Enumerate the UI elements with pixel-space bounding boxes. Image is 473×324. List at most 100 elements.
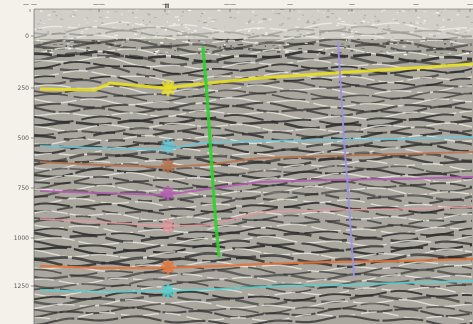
noise-speck	[206, 49, 209, 50]
noise-speck	[236, 39, 240, 41]
reflector	[33, 293, 473, 307]
horizon-picks	[39, 62, 473, 293]
reflector	[33, 162, 473, 176]
horizon-marker	[160, 218, 176, 234]
reflector	[33, 109, 473, 120]
noise-speck	[291, 38, 294, 40]
noise-speck	[200, 41, 205, 43]
reflector	[33, 226, 473, 239]
noise-speck	[468, 44, 471, 47]
noise-speck	[255, 43, 259, 45]
noise-speck	[356, 38, 361, 40]
horizon-line	[39, 176, 473, 196]
noise-speck	[74, 42, 78, 44]
noise-speck	[157, 49, 160, 52]
noise-speck	[149, 41, 151, 42]
noise-speck	[119, 44, 123, 47]
reflector	[33, 248, 473, 260]
noise-speck	[68, 48, 72, 50]
noise-speck	[92, 41, 96, 44]
section-marker-label: II	[165, 3, 169, 10]
noise-speck	[124, 41, 127, 43]
horizon-marker	[159, 79, 177, 97]
noise-speck	[385, 43, 390, 45]
noise-speck	[278, 44, 282, 47]
noise-speck	[97, 40, 101, 42]
noise-speck	[365, 53, 368, 55]
noise-speck	[356, 50, 358, 53]
noise-speck	[322, 48, 325, 50]
noise-speck	[110, 45, 113, 46]
noise-speck	[239, 43, 244, 46]
noise-speck	[282, 46, 285, 48]
horizon-line	[39, 280, 473, 293]
horizon-markers	[159, 79, 177, 299]
noise-speck	[160, 42, 164, 44]
noise-speck	[91, 40, 96, 42]
noise-speck	[198, 48, 202, 50]
top-tick-label: —	[467, 1, 473, 8]
noise-speck	[75, 51, 77, 53]
noise-speck	[169, 43, 173, 45]
noise-speck	[434, 51, 437, 54]
reflector	[33, 214, 473, 227]
noise-speck	[66, 43, 70, 45]
noise-speck	[451, 43, 453, 44]
noise-speck	[47, 50, 51, 52]
noise-speck	[234, 46, 236, 48]
noise-speck	[197, 40, 201, 42]
noise-speck	[417, 46, 420, 48]
horizon-marker	[160, 259, 176, 275]
top-tick-label: —	[413, 1, 419, 8]
horizon-line	[39, 151, 473, 168]
noise-speck	[175, 44, 179, 47]
noise-speck	[86, 49, 89, 51]
reflector	[33, 122, 473, 133]
reflector	[33, 171, 473, 184]
reflector	[33, 100, 473, 113]
noise-speck	[165, 51, 168, 53]
top-tick-label: —	[349, 1, 355, 8]
noise-speck	[448, 52, 452, 54]
reflector	[33, 92, 473, 105]
reflector	[33, 113, 473, 126]
horizon-line	[39, 136, 473, 151]
noise-speck	[332, 45, 335, 47]
noise-speck	[47, 51, 49, 53]
noise-speck	[465, 52, 470, 55]
time-tick-label: 1000	[14, 235, 29, 242]
noise-speck	[425, 39, 428, 41]
noise-speck	[264, 45, 266, 47]
noise-speck	[95, 40, 98, 43]
reflector	[33, 193, 473, 206]
noise-speck	[225, 40, 228, 43]
noise-speck	[185, 40, 189, 43]
noise-speck	[304, 42, 308, 44]
noise-speck	[272, 45, 275, 47]
reflector	[33, 306, 473, 319]
top-tick-label: —	[287, 1, 293, 8]
noise-speck	[222, 50, 224, 52]
time-tick-label: 1250	[14, 283, 29, 290]
horizon-marker	[160, 283, 176, 299]
noise-speck	[141, 47, 143, 49]
noise-speck	[188, 39, 190, 42]
reflector	[34, 50, 473, 63]
reflector	[33, 311, 473, 322]
noise-speck	[153, 52, 156, 53]
reflector	[33, 167, 473, 181]
fault-picks	[201, 41, 355, 277]
noise-speck	[454, 40, 457, 42]
noise-speck	[158, 53, 163, 55]
noise-speck	[115, 43, 117, 44]
noise-speck	[59, 43, 64, 45]
top-tick-label: ——	[93, 1, 105, 8]
noise-speck	[70, 41, 74, 42]
noise-speck	[231, 47, 234, 49]
noise-speck	[62, 39, 66, 41]
noise-speck	[116, 52, 119, 55]
noise-speck	[121, 44, 123, 46]
time-axis: 0 250 500 750 1000 1250	[14, 33, 34, 290]
noise-speck	[255, 41, 258, 44]
